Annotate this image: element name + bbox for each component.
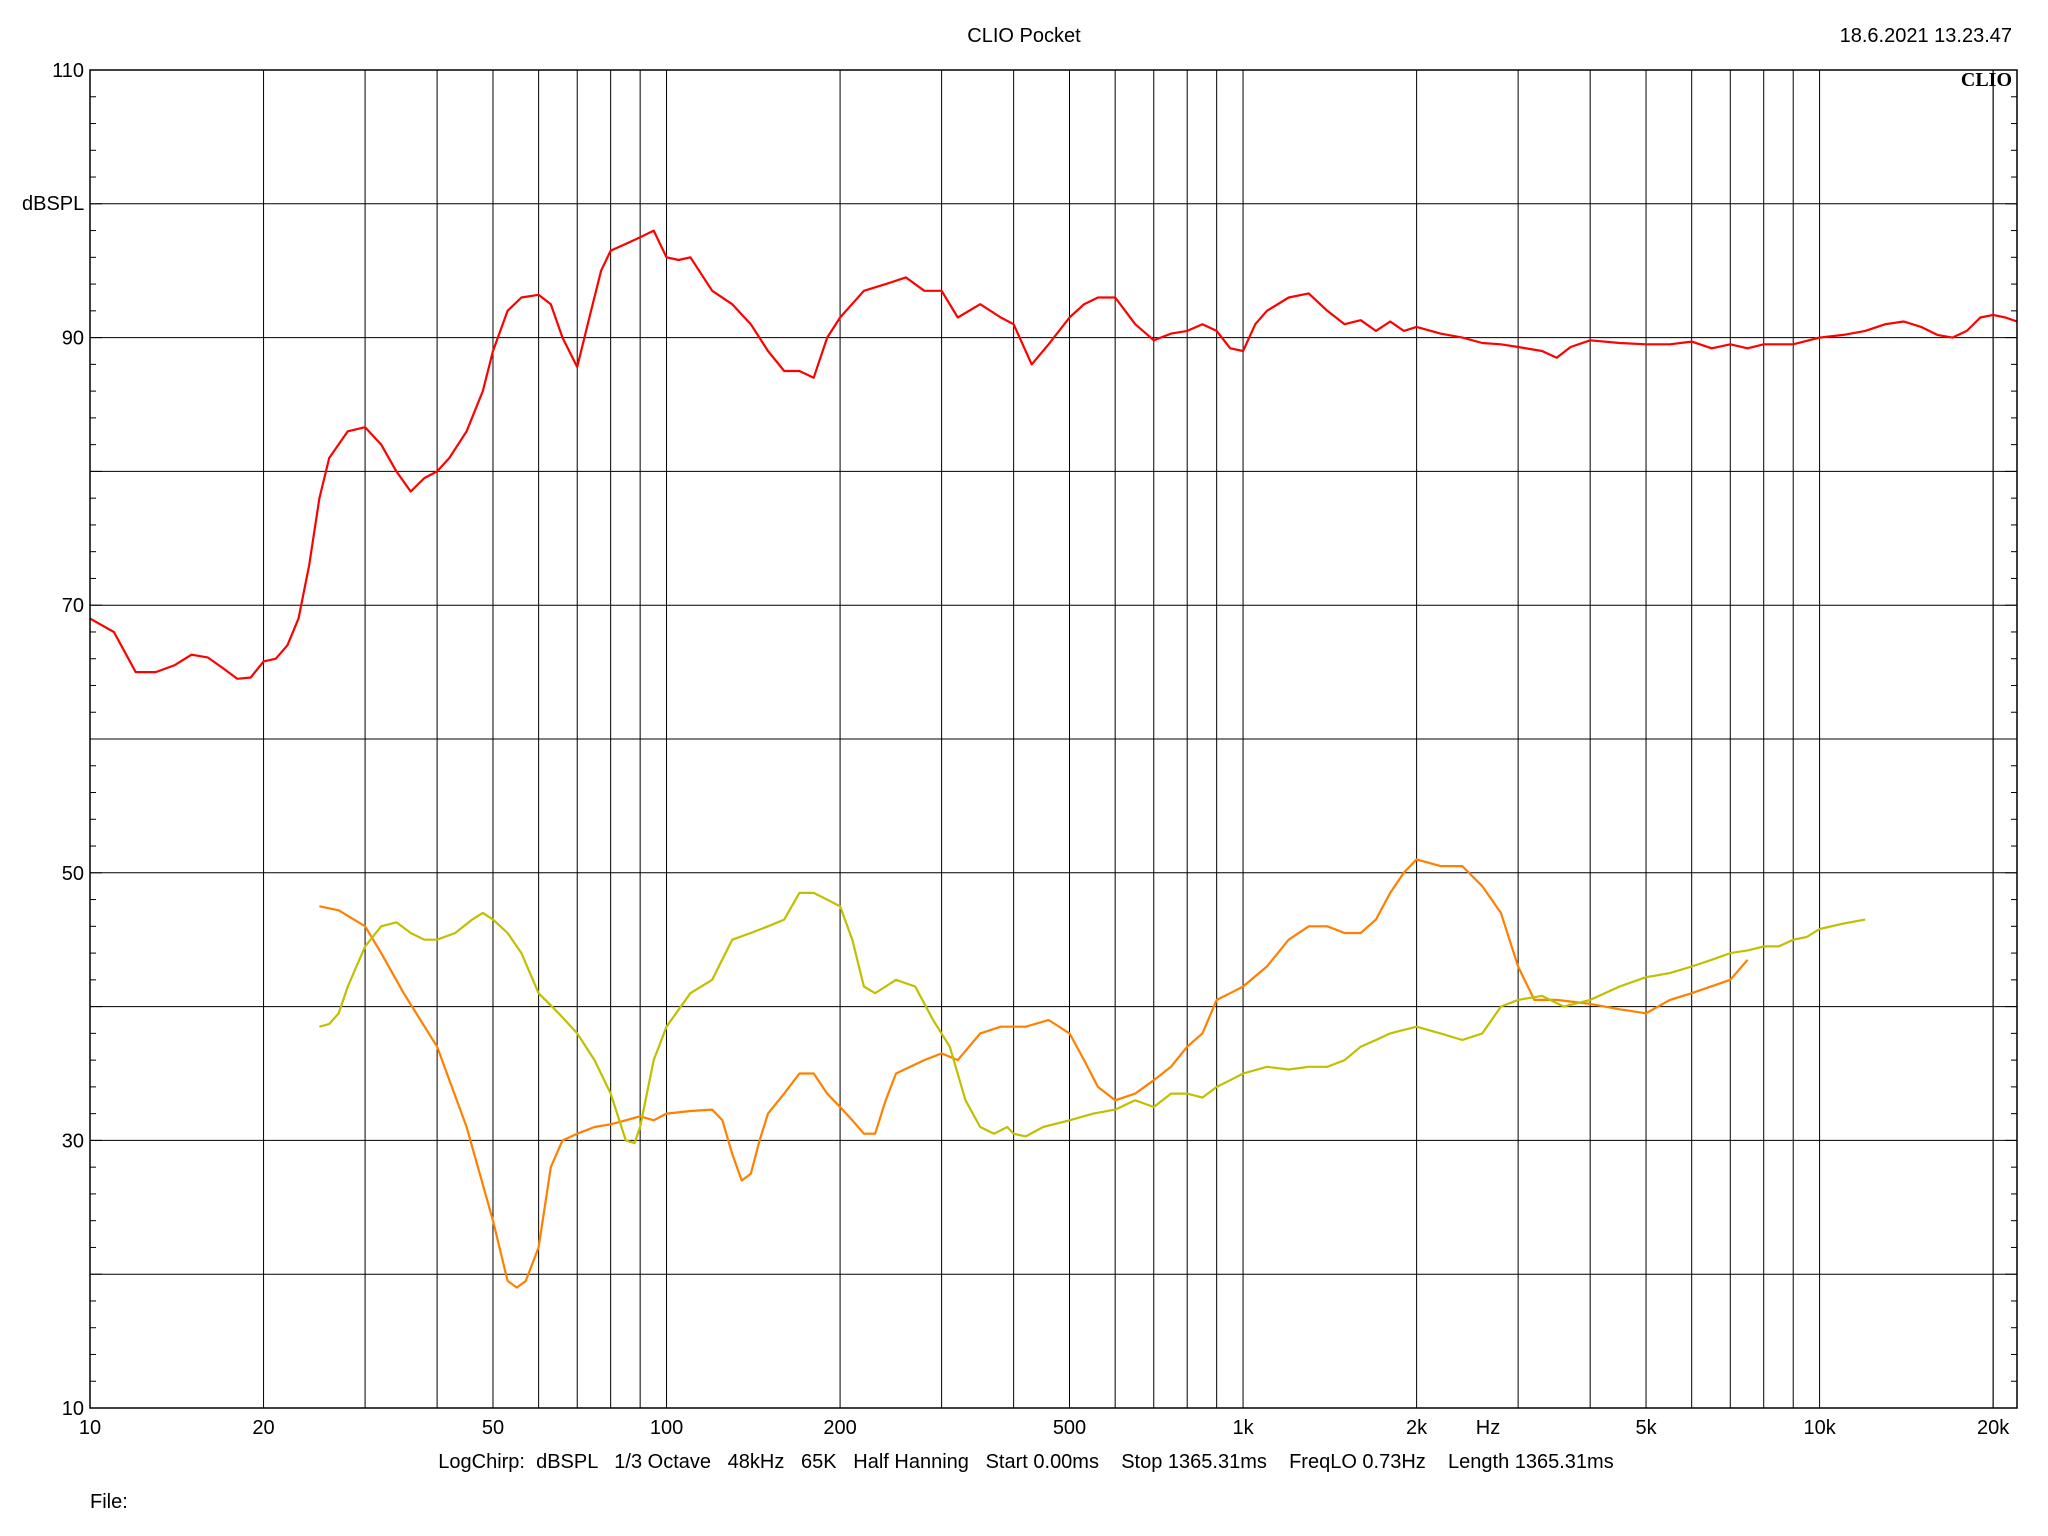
y-tick-label: 70 [62, 595, 84, 617]
x-tick-label: 500 [1053, 1417, 1086, 1439]
series-line-3 [319, 891, 1866, 1145]
y-tick-label: 10 [62, 1398, 84, 1420]
x-tick-label: 100 [650, 1417, 683, 1439]
y-tick-label: 90 [62, 328, 84, 350]
measurement-settings: LogChirp: dBSPL 1/3 Octave 48kHz 65K Hal… [438, 1451, 1613, 1473]
plot-area [89, 229, 2018, 1289]
x-tick-label: 10k [1803, 1417, 1836, 1439]
x-tick-label: 5k [1635, 1417, 1657, 1439]
x-tick-label: 50 [482, 1417, 504, 1439]
x-axis-ticks: 10 20 50 100 200 500 1k 2k 5k 10k 20k [79, 1417, 2010, 1439]
y-tick-label: 110 [52, 60, 84, 82]
timestamp: 18.6.2021 13.23.47 [1840, 25, 2012, 47]
grid [90, 70, 2017, 1408]
y-axis-ticks: 110 90 70 50 30 10 [52, 60, 2017, 1420]
x-axis-label: Hz [1476, 1417, 1500, 1439]
series-line-2 [319, 858, 1749, 1289]
x-tick-label: 2k [1406, 1417, 1428, 1439]
x-tick-label: 20k [1977, 1417, 2010, 1439]
x-tick-label: 20 [252, 1417, 274, 1439]
x-tick-label: 1k [1232, 1417, 1254, 1439]
chart-title: CLIO Pocket [967, 25, 1081, 47]
series-line-1 [89, 229, 2018, 680]
file-label: File: [90, 1491, 128, 1513]
y-tick-label: 30 [62, 1130, 84, 1152]
x-tick-label: 10 [79, 1417, 101, 1439]
clio-logo: CLIO [1961, 69, 2012, 91]
y-axis-label: dBSPL [22, 193, 84, 215]
y-tick-label: 50 [62, 863, 84, 885]
x-tick-label: 200 [823, 1417, 856, 1439]
